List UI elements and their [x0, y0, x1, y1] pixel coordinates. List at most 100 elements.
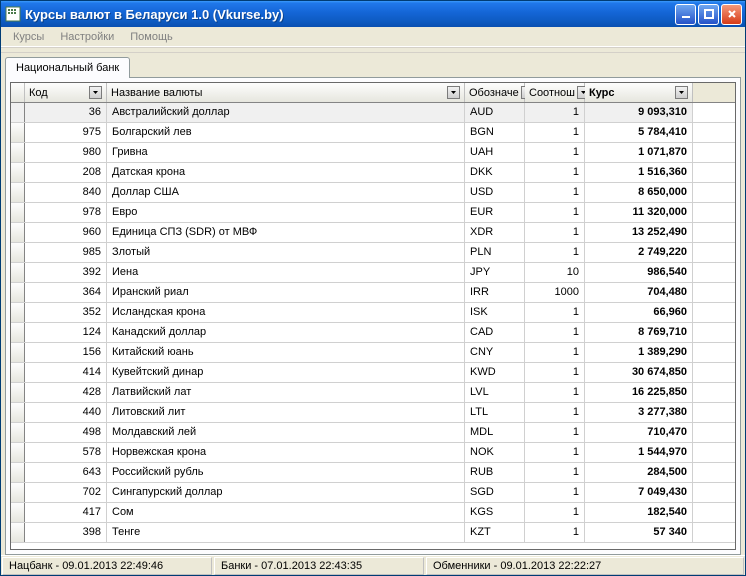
cell-code: 156: [25, 343, 107, 362]
table-row[interactable]: 124Канадский долларCAD18 769,710: [11, 323, 735, 343]
col-header-code[interactable]: Код: [25, 83, 107, 102]
cell-name: Иранский риал: [107, 283, 465, 302]
cell-symbol: AUD: [465, 103, 525, 122]
cell-name: Доллар США: [107, 183, 465, 202]
cell-code: 960: [25, 223, 107, 242]
table-row[interactable]: 364Иранский риалIRR1000704,480: [11, 283, 735, 303]
col-label: Курс: [589, 87, 615, 99]
cell-name: Австралийский доллар: [107, 103, 465, 122]
row-header-corner: [11, 83, 25, 102]
cell-rate: 16 225,850: [585, 383, 693, 402]
col-header-name[interactable]: Название валюты: [107, 83, 465, 102]
col-header-rate[interactable]: Курс: [585, 83, 693, 102]
cell-ratio: 1000: [525, 283, 585, 302]
cell-rate: 986,540: [585, 263, 693, 282]
cell-name: Литовский лит: [107, 403, 465, 422]
cell-ratio: 1: [525, 503, 585, 522]
cell-symbol: IRR: [465, 283, 525, 302]
cell-code: 985: [25, 243, 107, 262]
cell-name: Латвийский лат: [107, 383, 465, 402]
cell-ratio: 10: [525, 263, 585, 282]
table-row[interactable]: 498Молдавский лейMDL1710,470: [11, 423, 735, 443]
menu-help[interactable]: Помощь: [122, 29, 181, 45]
cell-code: 352: [25, 303, 107, 322]
cell-code: 364: [25, 283, 107, 302]
cell-symbol: MDL: [465, 423, 525, 442]
cell-name: Злотый: [107, 243, 465, 262]
menu-settings[interactable]: Настройки: [52, 29, 122, 45]
col-header-symbol[interactable]: Обозначе: [465, 83, 525, 102]
grid-header: Код Название валюты Обозначе Соотнош Кур…: [11, 83, 735, 103]
table-row[interactable]: 440Литовский литLTL13 277,380: [11, 403, 735, 423]
cell-ratio: 1: [525, 223, 585, 242]
maximize-button[interactable]: [698, 4, 719, 25]
cell-symbol: KWD: [465, 363, 525, 382]
currency-grid: Код Название валюты Обозначе Соотнош Кур…: [10, 82, 736, 550]
table-row[interactable]: 985ЗлотыйPLN12 749,220: [11, 243, 735, 263]
cell-code: 978: [25, 203, 107, 222]
tabbar: Национальный банк: [1, 53, 745, 77]
table-row[interactable]: 414Кувейтский динарKWD130 674,850: [11, 363, 735, 383]
app-icon: [5, 6, 21, 22]
table-row[interactable]: 980ГривнаUAH11 071,870: [11, 143, 735, 163]
cell-code: 578: [25, 443, 107, 462]
table-row[interactable]: 840Доллар СШАUSD18 650,000: [11, 183, 735, 203]
table-row[interactable]: 978ЕвроEUR111 320,000: [11, 203, 735, 223]
table-row[interactable]: 208Датская кронаDKK11 516,360: [11, 163, 735, 183]
minimize-button[interactable]: [675, 4, 696, 25]
dropdown-icon[interactable]: [447, 86, 460, 99]
cell-rate: 13 252,490: [585, 223, 693, 242]
table-row[interactable]: 156Китайский юаньCNY11 389,290: [11, 343, 735, 363]
cell-code: 980: [25, 143, 107, 162]
cell-rate: 11 320,000: [585, 203, 693, 222]
table-row[interactable]: 702Сингапурский долларSGD17 049,430: [11, 483, 735, 503]
cell-ratio: 1: [525, 423, 585, 442]
row-header: [11, 163, 25, 182]
cell-ratio: 1: [525, 403, 585, 422]
table-row[interactable]: 975Болгарский левBGN15 784,410: [11, 123, 735, 143]
table-row[interactable]: 960Единица СПЗ (SDR) от МВФXDR113 252,49…: [11, 223, 735, 243]
dropdown-icon[interactable]: [675, 86, 688, 99]
cell-code: 428: [25, 383, 107, 402]
tab-national-bank[interactable]: Национальный банк: [5, 57, 130, 78]
cell-name: Гривна: [107, 143, 465, 162]
grid-body[interactable]: 36Австралийский долларAUD19 093,310975Бо…: [11, 103, 735, 549]
cell-name: Кувейтский динар: [107, 363, 465, 382]
titlebar[interactable]: Курсы валют в Беларуси 1.0 (Vkurse.by): [1, 1, 745, 27]
cell-ratio: 1: [525, 483, 585, 502]
row-header: [11, 223, 25, 242]
row-header: [11, 103, 25, 122]
cell-symbol: SGD: [465, 483, 525, 502]
cell-code: 414: [25, 363, 107, 382]
cell-ratio: 1: [525, 123, 585, 142]
table-row[interactable]: 352Исландская кронаISK166,960: [11, 303, 735, 323]
close-button[interactable]: [721, 4, 742, 25]
menu-rates[interactable]: Курсы: [5, 29, 52, 45]
table-row[interactable]: 398ТенгеKZT157 340: [11, 523, 735, 543]
window-controls: [675, 4, 742, 25]
row-header: [11, 323, 25, 342]
table-row[interactable]: 36Австралийский долларAUD19 093,310: [11, 103, 735, 123]
table-row[interactable]: 643Российский рубльRUB1284,500: [11, 463, 735, 483]
row-header: [11, 303, 25, 322]
row-header: [11, 363, 25, 382]
cell-code: 702: [25, 483, 107, 502]
cell-ratio: 1: [525, 143, 585, 162]
row-header: [11, 123, 25, 142]
cell-ratio: 1: [525, 183, 585, 202]
table-row[interactable]: 417СомKGS1182,540: [11, 503, 735, 523]
cell-name: Сом: [107, 503, 465, 522]
cell-name: Единица СПЗ (SDR) от МВФ: [107, 223, 465, 242]
table-row[interactable]: 428Латвийский латLVL116 225,850: [11, 383, 735, 403]
cell-symbol: EUR: [465, 203, 525, 222]
col-header-ratio[interactable]: Соотнош: [525, 83, 585, 102]
cell-rate: 66,960: [585, 303, 693, 322]
table-row[interactable]: 392ИенаJPY10986,540: [11, 263, 735, 283]
cell-symbol: LTL: [465, 403, 525, 422]
table-row[interactable]: 578Норвежская кронаNOK11 544,970: [11, 443, 735, 463]
cell-code: 498: [25, 423, 107, 442]
cell-code: 643: [25, 463, 107, 482]
cell-symbol: USD: [465, 183, 525, 202]
cell-ratio: 1: [525, 363, 585, 382]
dropdown-icon[interactable]: [89, 86, 102, 99]
